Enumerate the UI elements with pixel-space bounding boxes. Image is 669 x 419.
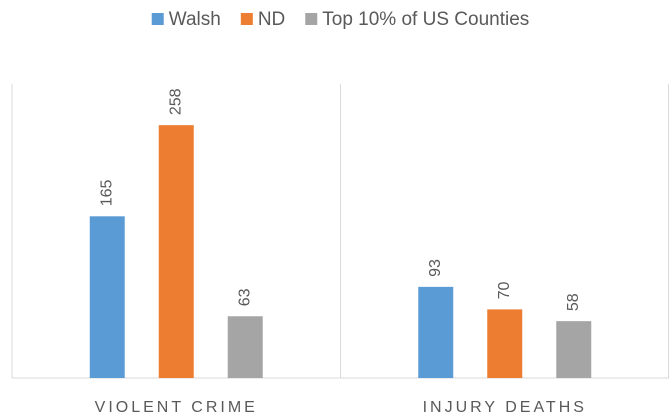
bar xyxy=(158,125,194,378)
bar xyxy=(487,309,523,378)
legend-swatch xyxy=(305,13,318,25)
legend-label: Walsh xyxy=(169,9,221,30)
data-label: 93 xyxy=(427,259,444,277)
data-label: 258 xyxy=(167,88,184,115)
bar xyxy=(227,316,263,378)
legend-swatch xyxy=(151,13,164,25)
bar xyxy=(418,286,454,378)
data-label: 58 xyxy=(565,293,582,311)
data-label: 165 xyxy=(98,180,115,207)
data-label: 63 xyxy=(236,288,253,306)
legend-swatch xyxy=(240,13,253,25)
x-tick-label: INJURY DEATHS xyxy=(423,399,587,416)
legend-label: Top 10% of US Counties xyxy=(322,9,529,30)
x-tick-label: VIOLENT CRIME xyxy=(95,399,258,416)
data-label: 70 xyxy=(496,282,513,300)
bar xyxy=(89,216,125,378)
legend-label: ND xyxy=(258,9,285,30)
bar xyxy=(556,321,592,378)
